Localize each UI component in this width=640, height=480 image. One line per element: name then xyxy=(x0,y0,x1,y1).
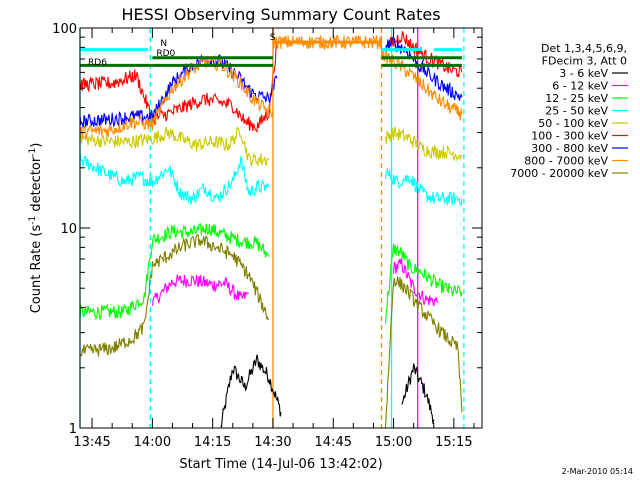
legend-label-6-12-kev: 6 - 12 keV xyxy=(552,80,608,93)
series-7000-20000-kev-seg-1 xyxy=(384,276,463,429)
series-25-50-kev-seg-0 xyxy=(79,152,270,205)
series-3-6-kev-seg-0 xyxy=(220,354,282,429)
x-tick-label-1430: 14:30 xyxy=(254,435,291,450)
legend-label-3-6-kev: 3 - 6 keV xyxy=(559,67,608,80)
series-100-300-kev-seg-0 xyxy=(79,41,278,133)
x-axis-label: Start Time (14-Jul-06 13:42:02) xyxy=(179,457,382,472)
x-tick-label-1400: 14:00 xyxy=(134,435,171,450)
series-50-100-kev-seg-1 xyxy=(384,126,462,162)
series-12-25-kev-seg-0 xyxy=(79,223,270,321)
x-tick-label-1515: 15:15 xyxy=(435,435,472,450)
legend-label-25-50-kev: 25 - 50 keV xyxy=(545,105,608,118)
series-25-50-kev-seg-1 xyxy=(384,167,463,207)
legend-label-300-800-kev: 300 - 800 keV xyxy=(531,142,608,155)
status-label-rd0: RD0 xyxy=(156,49,175,59)
legend-header-1: FDecim 3, Att 0 xyxy=(542,55,627,68)
legend-header-0: Det 1,3,4,5,6,9, xyxy=(541,42,627,55)
x-tick-label-1500: 15:00 xyxy=(375,435,412,450)
series-3-6-kev-seg-1 xyxy=(401,363,435,425)
legend-label-12-25-kev: 12 - 25 keV xyxy=(545,92,608,105)
legend: Det 1,3,4,5,6,9,FDecim 3, Att 03 - 6 keV… xyxy=(510,42,628,180)
y-axis-ticks: 1 10 100 xyxy=(52,22,482,437)
y-tick-label-1: 1 xyxy=(69,422,77,437)
series-12-25-kev-seg-1 xyxy=(384,243,463,324)
x-tick-label-1445: 14:45 xyxy=(315,435,352,450)
footer-date: 2-Mar-2010 05:14 xyxy=(562,467,633,476)
status-label-n: N xyxy=(160,39,167,49)
x-tick-label-1415: 14:15 xyxy=(194,435,231,450)
legend-label-800-7000-kev: 800 - 7000 keV xyxy=(524,155,608,168)
legend-label-100-300-kev: 100 - 300 keV xyxy=(531,130,608,143)
y-tick-label-100: 100 xyxy=(52,22,77,37)
series-300-800-kev-seg-0 xyxy=(79,53,278,129)
series-6-12-kev-seg-1 xyxy=(393,258,439,307)
status-bars: NRD0RD6S xyxy=(80,33,462,68)
legend-label-7000-20000-kev: 7000 - 20000 keV xyxy=(510,167,608,180)
x-axis-ticks: 13:45 14:00 14:15 14:30 14:45 15:00 15:15 xyxy=(73,28,475,450)
series-group xyxy=(79,31,463,429)
series-6-12-kev-seg-0 xyxy=(151,274,249,306)
legend-label-50-100-kev: 50 - 100 keV xyxy=(538,117,608,130)
series-7000-20000-kev-seg-0 xyxy=(79,233,270,357)
x-tick-label-1345: 13:45 xyxy=(73,435,110,450)
series-50-100-kev-seg-0 xyxy=(79,126,270,167)
y-tick-label-10: 10 xyxy=(60,222,77,237)
series-300-800-kev-seg-1 xyxy=(384,36,463,101)
y-axis-label: Count Rate (s-1 detector-1) xyxy=(28,143,44,314)
status-label-rd6: RD6 xyxy=(88,58,107,68)
chart-title: HESSI Observing Summary Count Rates xyxy=(121,5,440,24)
series-100-300-kev-seg-1 xyxy=(388,31,463,78)
